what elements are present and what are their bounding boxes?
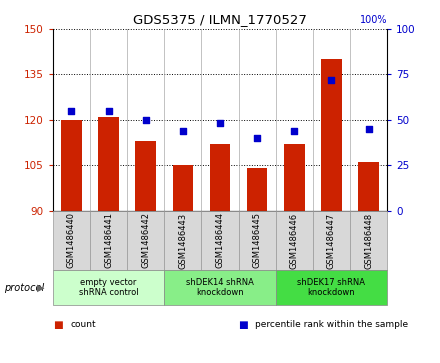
Bar bbox=[136, 141, 156, 211]
Bar bbox=[61, 120, 81, 211]
Bar bbox=[98, 117, 119, 211]
Point bbox=[68, 108, 75, 114]
Text: GSM1486442: GSM1486442 bbox=[141, 212, 150, 269]
Text: GSM1486440: GSM1486440 bbox=[67, 212, 76, 269]
Point bbox=[328, 77, 335, 83]
Text: ▶: ▶ bbox=[37, 283, 45, 293]
Text: shDEK17 shRNA
knockdown: shDEK17 shRNA knockdown bbox=[297, 278, 366, 297]
Point bbox=[365, 126, 372, 132]
Point bbox=[291, 128, 298, 134]
Text: GSM1486447: GSM1486447 bbox=[327, 212, 336, 269]
Point bbox=[180, 128, 187, 134]
Text: GSM1486448: GSM1486448 bbox=[364, 212, 373, 269]
Text: percentile rank within the sample: percentile rank within the sample bbox=[255, 321, 408, 329]
Bar bbox=[247, 168, 268, 211]
Text: 100%: 100% bbox=[360, 15, 387, 25]
Text: GSM1486444: GSM1486444 bbox=[216, 212, 224, 269]
Bar bbox=[359, 162, 379, 211]
Bar bbox=[284, 144, 304, 211]
Text: empty vector
shRNA control: empty vector shRNA control bbox=[79, 278, 138, 297]
Text: protocol: protocol bbox=[4, 283, 44, 293]
Bar bbox=[210, 144, 230, 211]
Text: ■: ■ bbox=[238, 320, 247, 330]
Point bbox=[216, 121, 224, 126]
Bar bbox=[172, 165, 193, 211]
Text: GSM1486445: GSM1486445 bbox=[253, 212, 262, 269]
Text: shDEK14 shRNA
knockdown: shDEK14 shRNA knockdown bbox=[186, 278, 254, 297]
Title: GDS5375 / ILMN_1770527: GDS5375 / ILMN_1770527 bbox=[133, 13, 307, 26]
Text: GSM1486443: GSM1486443 bbox=[178, 212, 187, 269]
Bar bbox=[321, 59, 342, 211]
Point bbox=[142, 117, 149, 123]
Point bbox=[253, 135, 260, 141]
Point bbox=[105, 108, 112, 114]
Text: GSM1486441: GSM1486441 bbox=[104, 212, 113, 269]
Text: count: count bbox=[70, 321, 96, 329]
Text: ■: ■ bbox=[53, 320, 62, 330]
Text: GSM1486446: GSM1486446 bbox=[290, 212, 299, 269]
